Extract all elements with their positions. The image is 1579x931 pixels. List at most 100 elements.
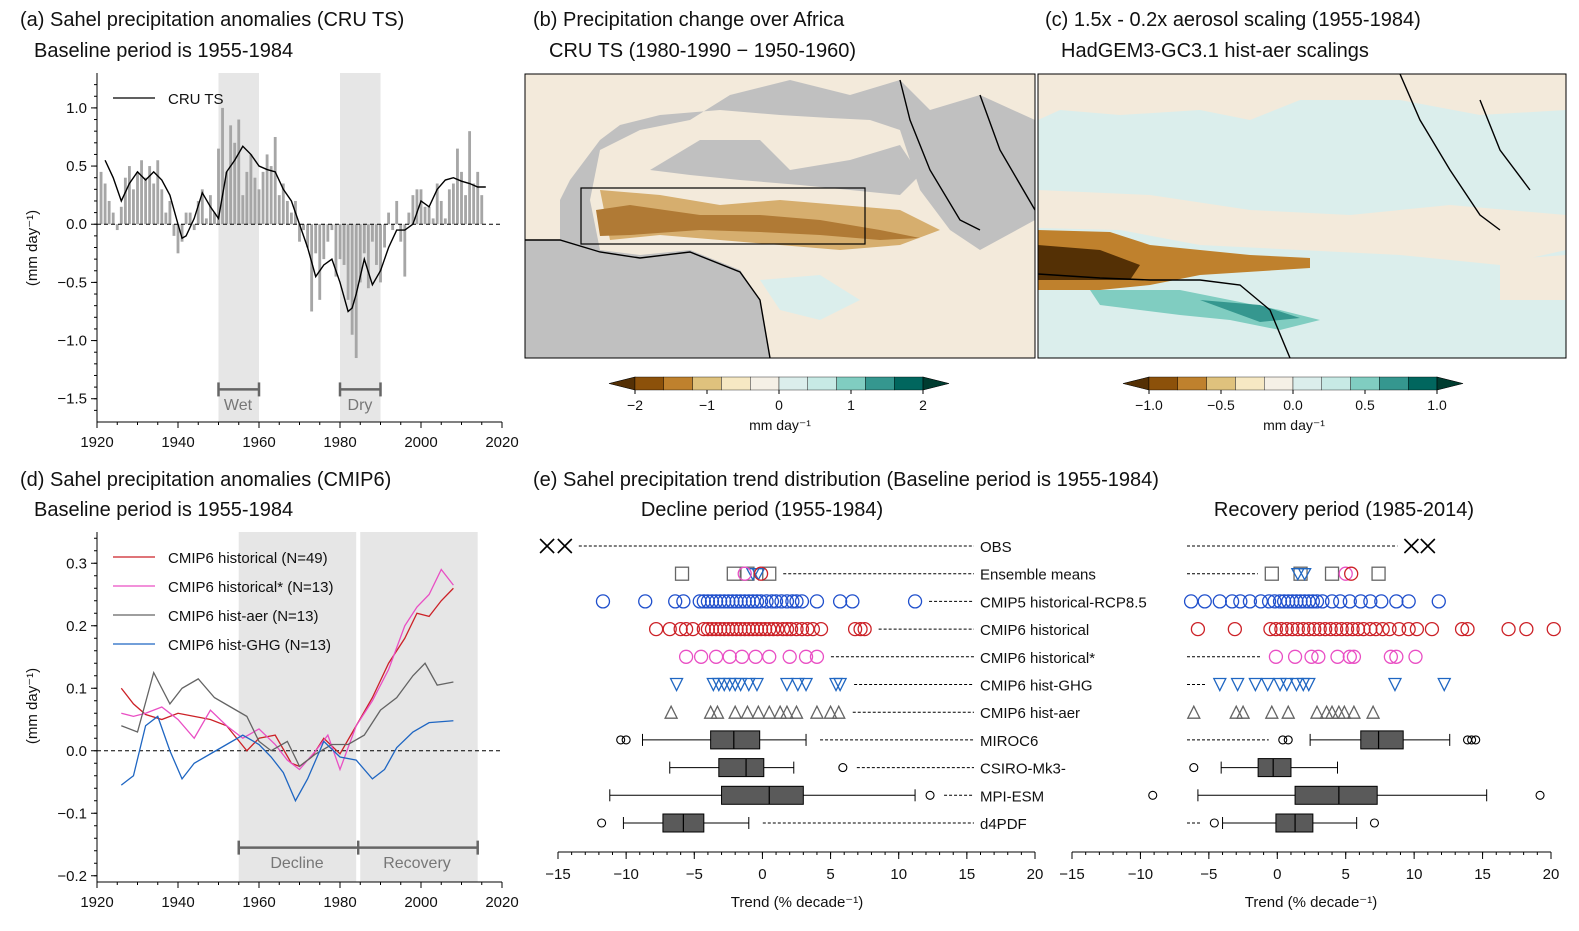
model-marker <box>1342 649 1357 664</box>
model-marker <box>733 594 748 609</box>
anomaly-bar <box>225 171 229 225</box>
model-marker <box>1264 704 1279 719</box>
anomaly-bar <box>456 148 459 225</box>
anomaly-bar <box>172 224 176 236</box>
row-label: CMIP6 historical* <box>980 650 1095 667</box>
y-tick-label: 1.0 <box>66 100 87 117</box>
shaded-period-0 <box>238 532 357 882</box>
model-marker <box>664 704 679 719</box>
model-marker <box>768 594 784 609</box>
panel-a: (a) Sahel precipitation anomalies (CRU T… <box>20 9 519 451</box>
panel-e-recovery-xlabel: Trend (% decade⁻¹) <box>1245 894 1377 911</box>
cru-smoothed-line <box>104 145 486 313</box>
anomaly-bar <box>468 131 472 225</box>
anomaly-bar <box>460 171 463 225</box>
colorbar-cell <box>1379 376 1409 391</box>
colorbar-cell <box>692 376 722 391</box>
model-marker <box>700 594 716 609</box>
anomaly-bar <box>217 148 220 225</box>
panel-e-plot: OBS Ensemble means CMIP5 historical-RCP8.5… <box>539 538 1561 883</box>
model-marker <box>1363 594 1378 609</box>
model-marker <box>773 704 788 719</box>
model-marker <box>779 594 795 609</box>
box-body <box>721 785 804 805</box>
model-marker <box>1383 649 1399 664</box>
colorbar-cell <box>1263 376 1294 391</box>
x-tick-label: 10 <box>890 866 907 883</box>
model-marker <box>774 594 789 609</box>
x-tick-label: 1980 <box>323 434 356 451</box>
box-outlier <box>838 763 848 773</box>
model-marker <box>1281 594 1296 609</box>
anomaly-bar <box>366 224 370 289</box>
panel-e-title: (e) Sahel precipitation trend distributi… <box>533 469 1159 491</box>
anomaly-bar <box>285 200 289 225</box>
box-outlier <box>621 735 631 745</box>
anomaly-bar <box>326 224 330 242</box>
model-marker <box>741 677 756 692</box>
ensemble-mean-triangle <box>1290 568 1305 582</box>
model-marker <box>678 621 694 637</box>
panel-c-title: (c) 1.5x - 0.2x aerosol scaling (1955-19… <box>1045 9 1421 31</box>
colorbar-cell <box>634 376 664 391</box>
model-marker <box>728 704 743 719</box>
sahel-drying-core <box>596 205 920 240</box>
model-marker <box>1401 621 1416 637</box>
anomaly-bar <box>411 195 415 225</box>
panel-b-map <box>525 74 1035 358</box>
model-marker <box>1281 704 1296 719</box>
model-marker <box>1363 621 1378 637</box>
anomaly-bar <box>423 206 427 225</box>
x-tick-label: 1960 <box>242 434 275 451</box>
anomaly-bar <box>245 171 249 225</box>
model-marker <box>1309 594 1325 609</box>
model-marker <box>741 594 756 609</box>
sahel-drying-band <box>1038 190 1566 265</box>
colorbar-cell <box>1235 376 1265 391</box>
shaded-period-1 <box>360 532 478 882</box>
model-marker <box>1391 621 1407 637</box>
anomaly-bar <box>156 160 160 225</box>
box-outlier <box>1283 735 1293 745</box>
model-marker <box>1290 621 1305 637</box>
model-marker <box>1324 594 1340 609</box>
model-marker <box>1236 704 1251 719</box>
panel-a-title: (a) Sahel precipitation anomalies (CRU T… <box>20 9 404 31</box>
model-marker <box>1287 649 1303 664</box>
model-marker <box>1346 704 1361 719</box>
model-marker <box>1229 704 1244 719</box>
colorbar-tick-label: −1.0 <box>1135 397 1163 413</box>
panel-c-colorbar: −1.0 −0.5 0.0 0.5 1.0 <box>1122 376 1464 413</box>
colorbar-extend-high <box>1436 376 1464 391</box>
colorbar-cell <box>894 376 924 391</box>
x-tick-label: 1920 <box>80 434 113 451</box>
y-tick-label: 0.2 <box>66 618 87 635</box>
box-outlier <box>1148 790 1158 800</box>
x-tick-label: 1980 <box>323 894 356 911</box>
model-marker <box>595 594 611 609</box>
colorbar-tick-label: −1 <box>699 397 715 413</box>
y-tick-label: 0.1 <box>66 680 87 697</box>
box-body <box>1360 730 1404 750</box>
series-line-2 <box>121 662 454 768</box>
anomaly-bar <box>451 183 455 225</box>
model-marker <box>1279 677 1294 692</box>
anomaly-bar <box>164 212 168 225</box>
model-marker <box>704 621 720 637</box>
model-marker <box>1324 704 1340 719</box>
panel-c-map <box>1038 74 1566 358</box>
model-marker <box>845 594 860 609</box>
colorbar-tick-label: 0 <box>775 397 783 413</box>
model-marker <box>741 621 756 637</box>
model-marker <box>1328 621 1344 637</box>
model-marker <box>809 594 825 609</box>
box-outlier <box>1369 818 1380 828</box>
colorbar-cell <box>721 376 751 391</box>
x-tick-label: 1960 <box>242 894 275 911</box>
model-marker <box>1401 594 1416 609</box>
model-marker <box>1301 621 1316 637</box>
sahara-dry-mask <box>650 140 920 195</box>
x-tick-label: −5 <box>686 866 703 883</box>
model-marker <box>1267 594 1282 609</box>
model-marker <box>696 594 711 609</box>
